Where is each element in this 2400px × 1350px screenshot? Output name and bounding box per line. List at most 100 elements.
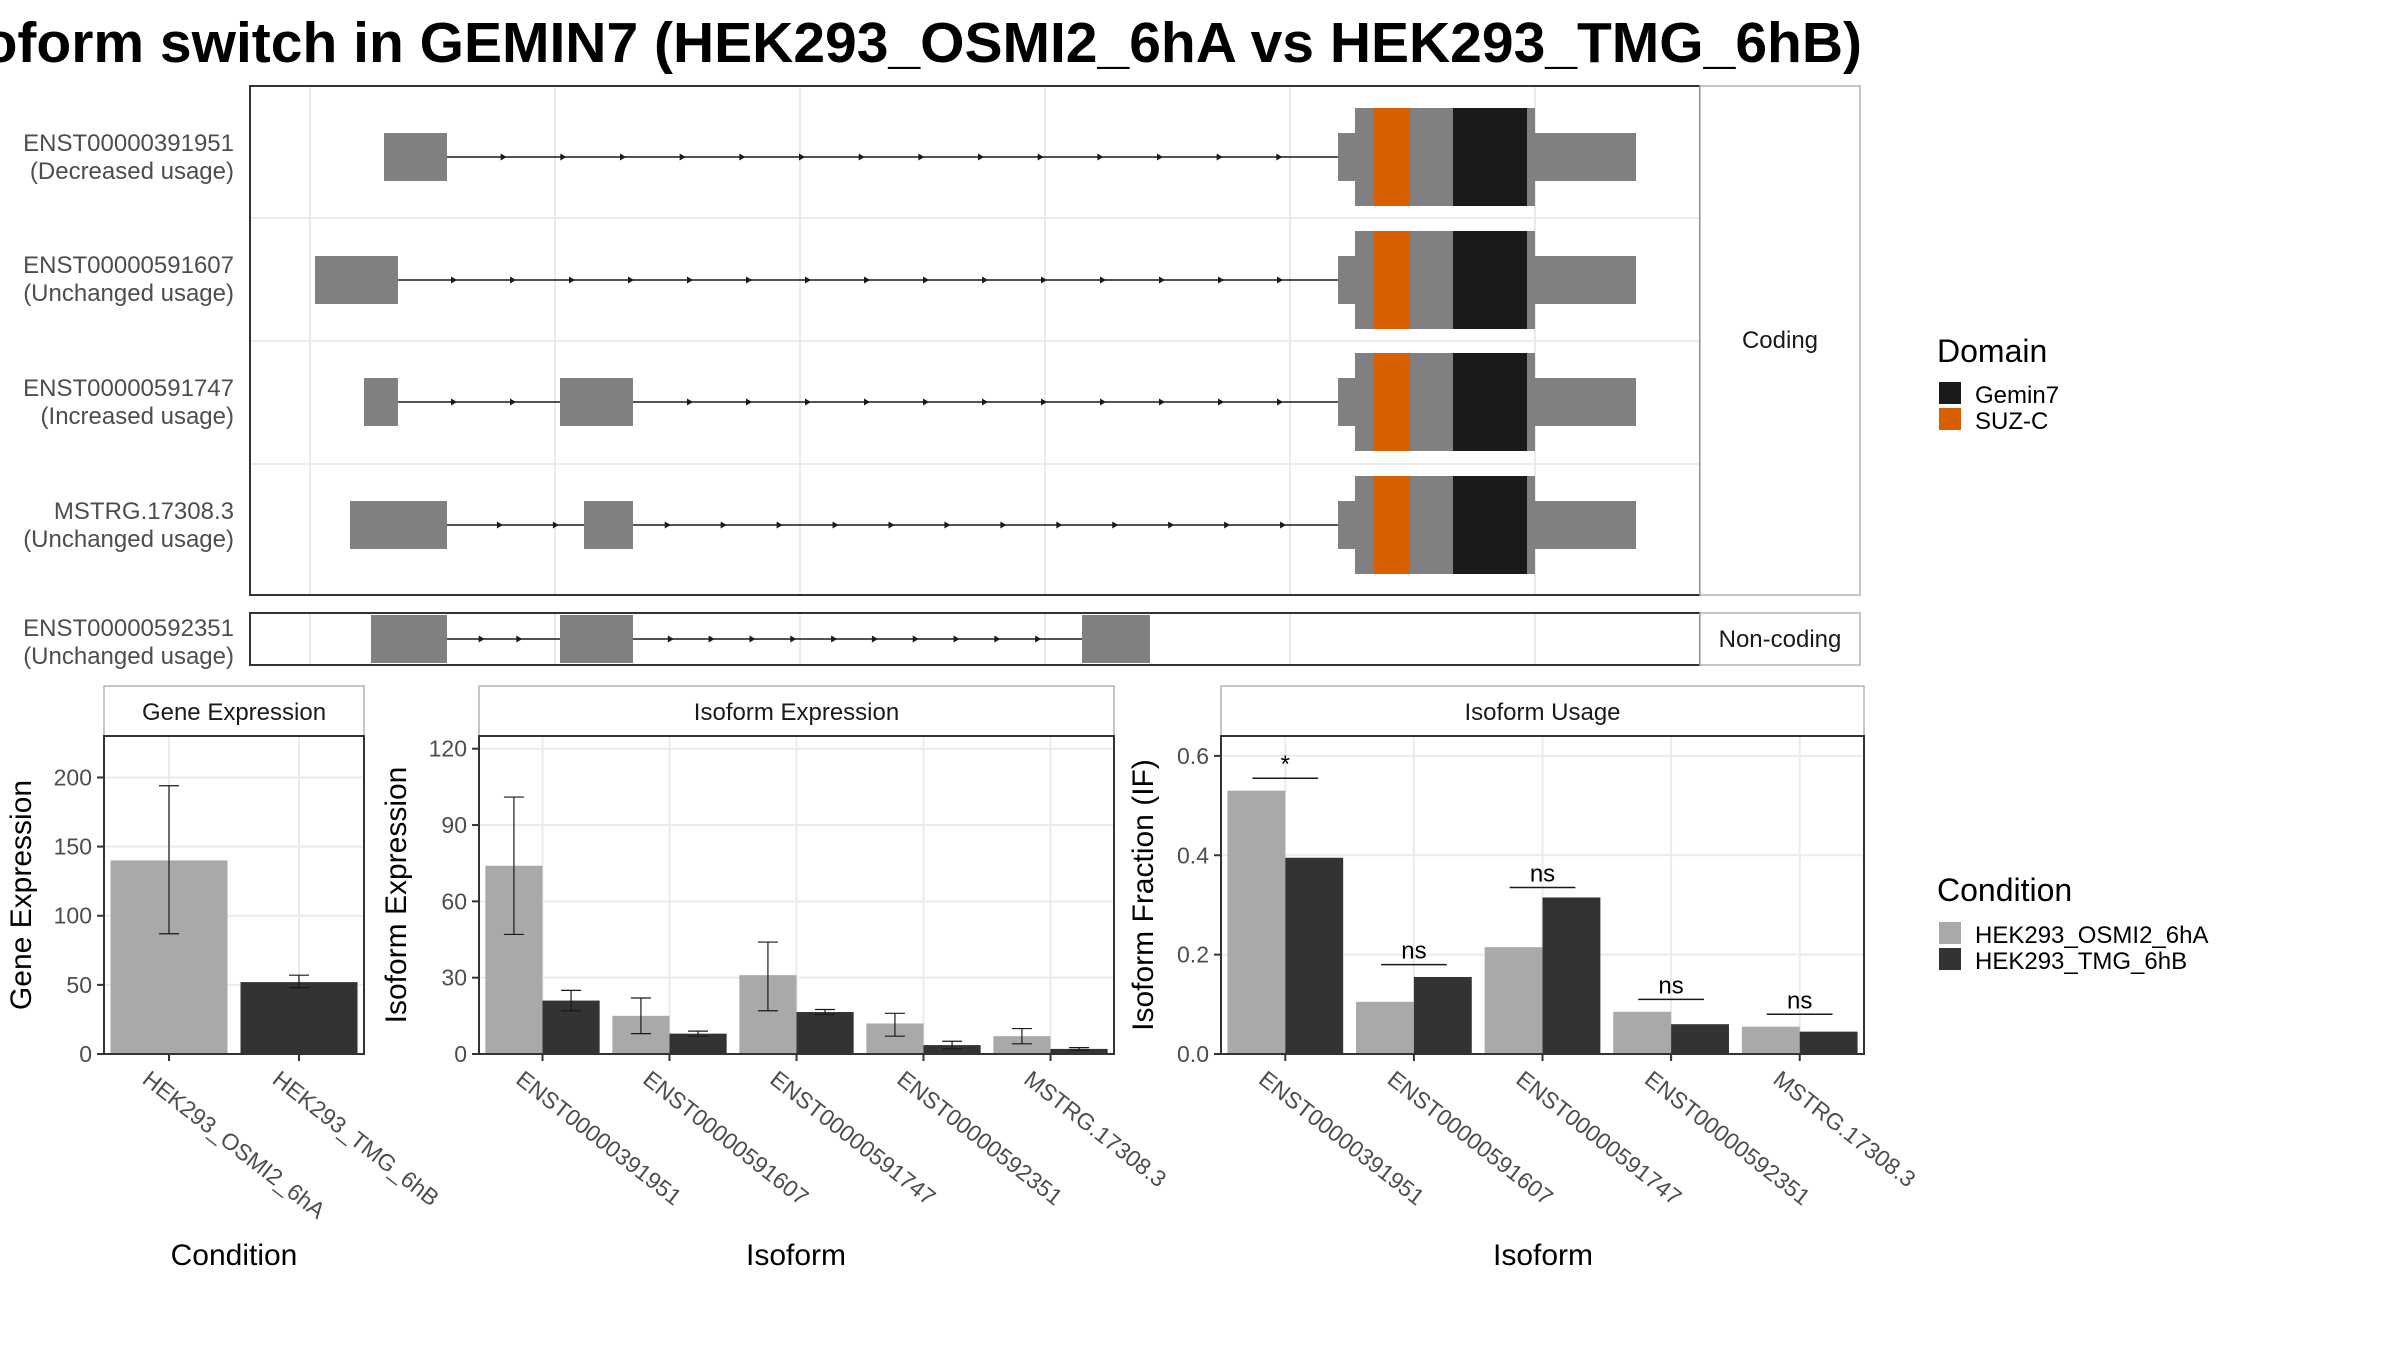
coding-strip xyxy=(1699,85,1861,596)
intron-arrow xyxy=(1100,276,1106,284)
exon xyxy=(584,501,633,549)
bar xyxy=(1741,1026,1800,1054)
intron-arrow xyxy=(1168,521,1175,529)
intron-arrow xyxy=(978,153,984,161)
transcript-2-usage: (Unchanged usage) xyxy=(23,280,234,307)
plot-title: The isoform switch in GEMIN7 (HEK293_OSM… xyxy=(0,11,1862,75)
bar xyxy=(1356,1001,1414,1054)
noncoding-strip-label: Non-coding xyxy=(1719,626,1842,653)
intron-arrow xyxy=(1159,398,1165,406)
y-tick-label: 0 xyxy=(454,1041,467,1067)
exon xyxy=(315,256,398,304)
noncoding-strip xyxy=(1699,612,1861,666)
utr-exon xyxy=(1338,501,1358,549)
y-tick-label: 150 xyxy=(54,834,92,860)
intron-arrow xyxy=(560,153,567,161)
transcript-2-id: ENST00000591607 xyxy=(23,252,234,279)
intron-arrow xyxy=(1224,521,1231,529)
y-tick-label: 0 xyxy=(79,1041,92,1067)
intron-arrow xyxy=(569,276,575,284)
intron-arrow xyxy=(746,276,752,284)
y-tick-label: 90 xyxy=(441,812,467,838)
utr-exon xyxy=(1338,378,1358,426)
y-tick-label: 0.6 xyxy=(1177,743,1209,769)
domain-legend-title: Domain xyxy=(1937,333,2047,369)
bar xyxy=(1542,897,1601,1054)
transcript-1-id: ENST00000391951 xyxy=(23,130,234,157)
x-axis-title: Condition xyxy=(171,1239,298,1272)
transcript-panel: Coding Non-coding ENST00000391951 (Decre… xyxy=(23,85,1861,670)
intron-arrow xyxy=(831,635,838,643)
y-tick-label: 30 xyxy=(441,965,467,991)
panel-strip xyxy=(1220,685,1865,737)
intron-arrow xyxy=(451,276,457,284)
intron-arrow xyxy=(687,276,693,284)
coding-tracks xyxy=(315,108,1636,574)
transcript-3-usage: (Increased usage) xyxy=(41,403,234,430)
intron-arrow xyxy=(864,398,870,406)
isoform-expression-chart: Isoform Expression0306090120ENST00000391… xyxy=(380,685,1171,1272)
intron-arrow xyxy=(994,635,1001,643)
intron-arrow xyxy=(516,635,523,643)
intron-arrow xyxy=(510,398,516,406)
bar xyxy=(993,1036,1051,1054)
condition-legend-title: Condition xyxy=(1937,872,2072,908)
y-axis-title: Gene Expression xyxy=(5,780,38,1010)
utr-exon xyxy=(1532,501,1636,549)
bar xyxy=(1671,1024,1729,1054)
y-tick-label: 0.2 xyxy=(1177,942,1209,968)
intron-arrow xyxy=(1157,153,1163,161)
exon xyxy=(560,615,633,663)
utr-exon xyxy=(1338,256,1358,304)
intron-arrow xyxy=(912,635,919,643)
intron-arrow xyxy=(746,398,752,406)
panel-title: Isoform Expression xyxy=(694,699,899,726)
transcript-track xyxy=(364,353,1636,451)
transcript-3-id: ENST00000591747 xyxy=(23,375,234,402)
intron-arrow xyxy=(805,276,811,284)
intron-arrow xyxy=(799,153,805,161)
intron-arrow xyxy=(1112,521,1119,529)
x-axis-title: Isoform xyxy=(746,1239,846,1272)
intron-arrow xyxy=(1041,276,1047,284)
significance-label: ns xyxy=(1401,938,1426,965)
domain-suzc xyxy=(1374,231,1410,329)
intron-arrow xyxy=(1000,521,1007,529)
intron-arrow xyxy=(451,398,457,406)
utr-exon xyxy=(1338,133,1358,181)
intron-arrow xyxy=(923,276,929,284)
y-tick-label: 100 xyxy=(54,903,92,929)
intron-arrow xyxy=(739,153,746,161)
intron-arrow xyxy=(664,521,671,529)
transcript-5-usage: (Unchanged usage) xyxy=(23,643,234,670)
noncoding-tracks xyxy=(371,615,1150,663)
exon xyxy=(364,378,398,426)
transcript-track xyxy=(384,108,1636,206)
exon xyxy=(371,615,447,663)
transcript-1-usage: (Decreased usage) xyxy=(30,158,234,185)
bar xyxy=(240,982,358,1054)
transcript-track xyxy=(350,476,1636,574)
legend-label-conditionB: HEK293_TMG_6hB xyxy=(1975,948,2187,975)
panel-title: Isoform Usage xyxy=(1464,699,1620,726)
domain-suzc xyxy=(1374,476,1410,574)
panel-strip xyxy=(478,685,1115,737)
y-tick-label: 0.4 xyxy=(1177,842,1209,868)
intron-arrow xyxy=(667,635,674,643)
exon xyxy=(560,378,633,426)
intron-arrow xyxy=(1218,276,1224,284)
intron-arrow xyxy=(1035,635,1042,643)
intron-arrow xyxy=(888,521,895,529)
intron-arrow xyxy=(776,521,783,529)
domain-gemin7 xyxy=(1453,108,1527,206)
bar xyxy=(1799,1031,1858,1054)
y-tick-label: 0.0 xyxy=(1177,1041,1209,1067)
intron-arrow xyxy=(1277,398,1283,406)
domain-gemin7 xyxy=(1453,231,1527,329)
intron-arrow xyxy=(1056,521,1063,529)
intron-arrow xyxy=(720,521,727,529)
panel-frame xyxy=(103,735,365,1055)
intron-arrow xyxy=(500,153,507,161)
utr-exon xyxy=(1532,256,1636,304)
